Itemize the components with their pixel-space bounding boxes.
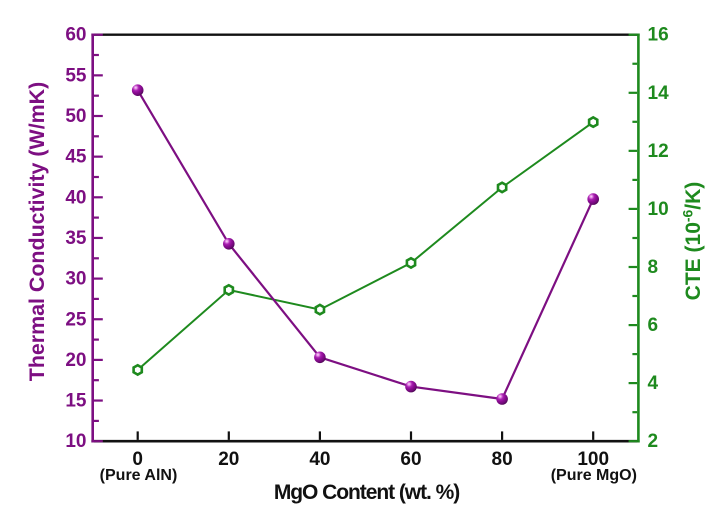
svg-text:55: 55 bbox=[65, 65, 87, 86]
svg-text:30: 30 bbox=[65, 269, 86, 290]
svg-text:25: 25 bbox=[65, 309, 87, 330]
svg-text:2: 2 bbox=[648, 431, 659, 452]
svg-text:60: 60 bbox=[400, 449, 421, 470]
svg-text:20: 20 bbox=[218, 449, 239, 470]
svg-text:(Pure MgO): (Pure MgO) bbox=[551, 467, 637, 484]
svg-text:15: 15 bbox=[65, 391, 87, 412]
svg-text:(Pure AlN): (Pure AlN) bbox=[100, 467, 178, 484]
svg-text:80: 80 bbox=[492, 449, 513, 470]
svg-text:MgO Content (wt. %): MgO Content (wt. %) bbox=[274, 481, 459, 504]
svg-text:CTE (10-6/K): CTE (10-6/K) bbox=[680, 182, 705, 301]
svg-text:10: 10 bbox=[65, 431, 86, 452]
svg-text:12: 12 bbox=[648, 141, 669, 162]
svg-text:50: 50 bbox=[65, 106, 86, 127]
svg-text:0: 0 bbox=[132, 449, 143, 470]
svg-text:4: 4 bbox=[648, 373, 659, 394]
svg-text:16: 16 bbox=[648, 25, 669, 46]
svg-text:Thermal Conductivity (W/mK): Thermal Conductivity (W/mK) bbox=[25, 82, 49, 381]
svg-text:100: 100 bbox=[577, 449, 609, 470]
svg-text:35: 35 bbox=[65, 228, 87, 249]
svg-text:40: 40 bbox=[309, 449, 330, 470]
svg-text:8: 8 bbox=[648, 257, 659, 278]
svg-text:6: 6 bbox=[648, 315, 659, 336]
svg-text:40: 40 bbox=[65, 187, 86, 208]
svg-text:14: 14 bbox=[648, 83, 670, 104]
svg-text:10: 10 bbox=[648, 199, 669, 220]
svg-text:45: 45 bbox=[65, 147, 87, 168]
svg-text:20: 20 bbox=[65, 350, 86, 371]
svg-text:60: 60 bbox=[65, 25, 86, 46]
